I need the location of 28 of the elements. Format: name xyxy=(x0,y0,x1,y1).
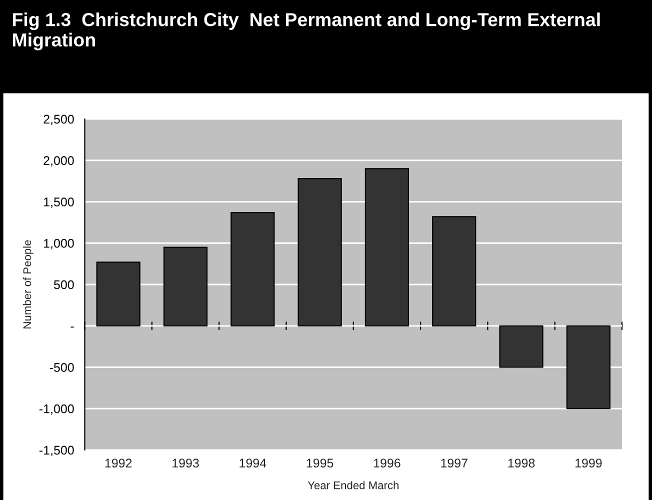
x-axis-title: Year Ended March xyxy=(308,481,398,490)
y-axis-title: Number of People xyxy=(22,240,34,328)
bar xyxy=(230,212,275,326)
chart-title: Fig 1.3 Christchurch City Net Permanent and Long-Term External Migration xyxy=(12,12,600,50)
bar xyxy=(499,325,544,368)
x-tick-label: 1992 xyxy=(105,458,132,468)
x-tick-label: 1993 xyxy=(172,458,199,468)
y-tick-label: 2,500 xyxy=(44,114,74,126)
bar xyxy=(566,325,610,410)
bar xyxy=(298,178,342,326)
bar xyxy=(364,168,410,326)
bar xyxy=(163,246,208,326)
y-tick-label: -1,500 xyxy=(39,446,74,456)
x-tick-label: 1994 xyxy=(240,458,266,468)
x-tick-label: 1999 xyxy=(575,458,602,468)
bar xyxy=(96,262,140,326)
y-tick-label: -1,000 xyxy=(39,404,74,415)
y-tick-label: - xyxy=(70,326,74,328)
y-tick-label: 500 xyxy=(54,280,74,290)
y-tick-label: 2,000 xyxy=(44,156,74,167)
y-tick-label: 1,000 xyxy=(44,238,74,250)
y-tick-label: 1,500 xyxy=(44,198,74,208)
y-tick-label: -500 xyxy=(50,363,74,372)
x-tick-label: 1997 xyxy=(441,458,468,468)
bar xyxy=(432,216,476,326)
x-tick-label: 1998 xyxy=(508,458,535,468)
x-tick-label: 1995 xyxy=(306,458,334,468)
x-tick-label: 1996 xyxy=(374,458,400,468)
